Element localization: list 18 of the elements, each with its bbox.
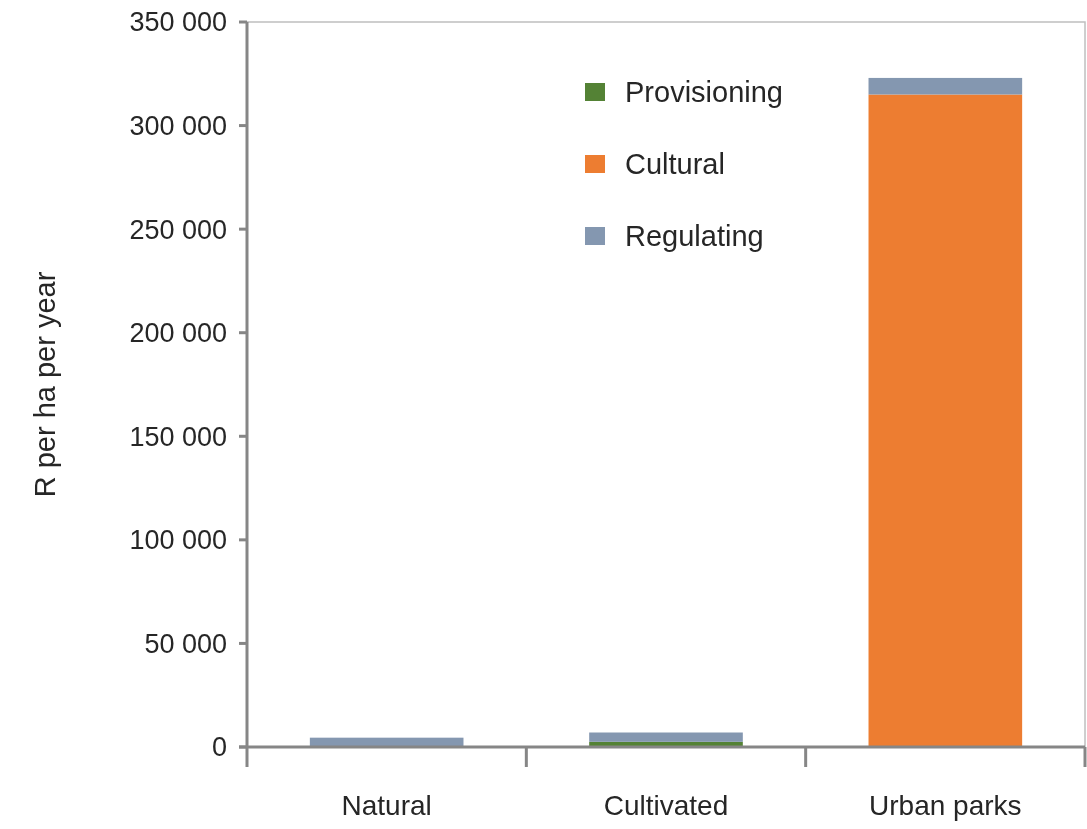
y-tick-label: 100 000 xyxy=(129,525,227,556)
x-tick-label: Natural xyxy=(341,790,432,821)
y-tick-label: 250 000 xyxy=(129,214,227,245)
y-tick-label: 50 000 xyxy=(144,628,227,659)
y-tick-label: 0 xyxy=(211,732,227,763)
x-tick-label: Cultivated xyxy=(603,790,729,821)
bar xyxy=(868,77,1023,95)
y-tick-label: 150 000 xyxy=(129,421,227,452)
legend-label: Cultural xyxy=(625,148,725,181)
y-tick-label: 350 000 xyxy=(129,7,227,38)
y-axis-title: R per ha per year xyxy=(29,271,61,498)
x-tick-label: Urban parks xyxy=(869,790,1022,821)
y-tick-label: 300 000 xyxy=(129,111,227,142)
bar xyxy=(589,732,743,742)
y-tick-label: 200 000 xyxy=(129,318,227,349)
legend-label: Provisioning xyxy=(625,76,783,109)
bar xyxy=(868,94,1023,747)
legend-label: Regulating xyxy=(625,220,764,253)
